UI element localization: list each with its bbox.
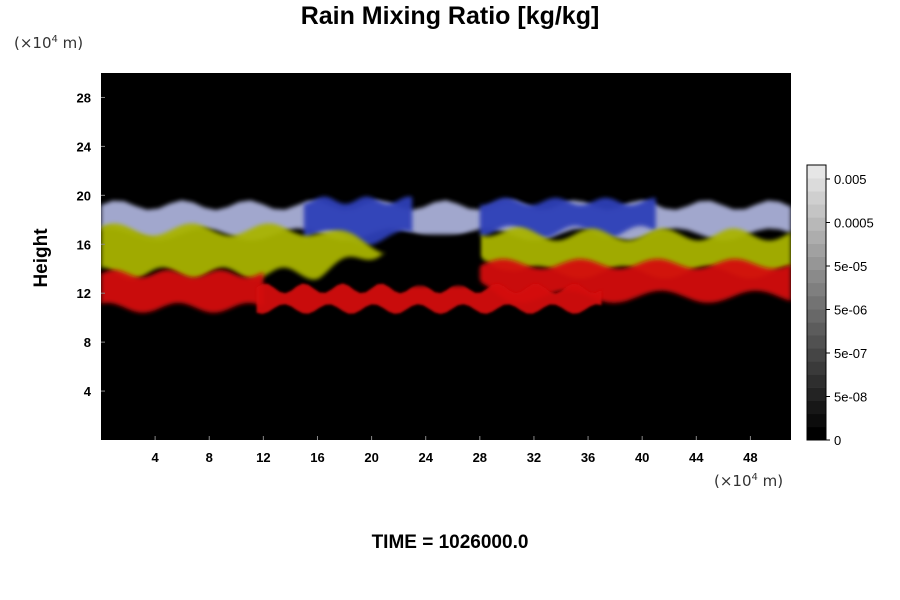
- field-gap: [398, 234, 480, 286]
- x-tick-label: 36: [581, 450, 595, 465]
- layer-lower-left: [101, 270, 264, 313]
- colorbar-label: 0.005: [834, 172, 867, 187]
- x-axis-unit: (×104 m): [714, 472, 783, 490]
- colorbar-swatch: [807, 400, 826, 415]
- colorbar-swatch: [807, 165, 826, 179]
- colorbar-swatch: [807, 256, 826, 271]
- colorbar-swatch: [807, 178, 826, 192]
- x-tick-label: 8: [206, 450, 213, 465]
- colorbar-label: 5e-06: [834, 303, 867, 318]
- colorbar-label: 5e-07: [834, 346, 867, 361]
- x-tick-label: 48: [743, 450, 757, 465]
- colorbar-swatch: [807, 309, 826, 323]
- x-tick-label: 32: [527, 450, 541, 465]
- y-unit-exponent: 4: [51, 34, 58, 45]
- layer-upper-blue-left: [303, 196, 413, 246]
- x-tick-label: 20: [364, 450, 378, 465]
- x-tick-label: 4: [152, 450, 160, 465]
- y-unit-prefix: (×10: [14, 34, 52, 52]
- y-tick-label: 4: [84, 384, 92, 399]
- colorbar-swatch: [807, 426, 826, 441]
- chart-title: Rain Mixing Ratio [kg/kg]: [300, 2, 600, 30]
- colorbar-swatch: [807, 335, 826, 349]
- y-axis: 4 8 12 16 20 24 28: [77, 90, 105, 399]
- y-tick-label: 16: [77, 237, 91, 252]
- colorbar-label: 0: [834, 433, 841, 448]
- x-unit-exponent: 4: [751, 472, 758, 483]
- colorbar-swatch: [807, 322, 826, 336]
- x-unit-suffix: m): [757, 472, 784, 490]
- colorbar-label: 0.0005: [834, 216, 874, 231]
- x-tick-label: 24: [418, 450, 433, 465]
- x-tick-label: 44: [689, 450, 704, 465]
- x-tick-label: 40: [635, 450, 649, 465]
- colorbar-swatch: [807, 387, 826, 402]
- colorbar-swatch: [807, 191, 826, 205]
- colorbar: 0.005 0.0005 5e-05 5e-06 5e-07 5e-08 0: [806, 164, 874, 448]
- colorbar-swatch: [807, 282, 826, 297]
- colorbar-label: 5e-08: [834, 390, 867, 405]
- colorbar-swatch: [807, 204, 826, 218]
- time-label: TIME = 1026000.0: [371, 532, 529, 553]
- rain-field: [101, 196, 791, 314]
- y-tick-label: 24: [77, 139, 92, 154]
- colorbar-swatch: [807, 374, 826, 388]
- y-unit-suffix: m): [57, 34, 84, 52]
- y-tick-label: 28: [77, 90, 91, 105]
- y-tick-label: 8: [84, 335, 91, 350]
- colorbar-swatch: [807, 269, 826, 284]
- y-tick-label: 20: [77, 188, 91, 203]
- y-axis-unit: (×104 m): [14, 34, 83, 52]
- colorbar-swatch: [807, 361, 826, 375]
- x-axis: 4 8 12 16 20 24 28 32 36 40 44 48: [152, 436, 758, 465]
- colorbar-label: 5e-05: [834, 259, 867, 274]
- colorbar-swatch: [807, 230, 826, 244]
- colorbar-swatch: [807, 348, 826, 362]
- x-tick-label: 16: [310, 450, 324, 465]
- colorbar-swatch: [807, 217, 826, 231]
- x-tick-label: 28: [473, 450, 487, 465]
- y-tick-label: 12: [77, 286, 91, 301]
- colorbar-frame: [806, 164, 827, 441]
- x-tick-label: 12: [256, 450, 270, 465]
- layer-lower-streak: [256, 283, 602, 314]
- colorbar-swatch: [807, 413, 826, 428]
- layer-middle-left: [101, 223, 386, 280]
- colorbar-swatch: [807, 295, 826, 310]
- layer-lower-right: [425, 259, 791, 303]
- x-unit-prefix: (×10: [714, 472, 752, 490]
- colorbar-swatch: [807, 243, 826, 257]
